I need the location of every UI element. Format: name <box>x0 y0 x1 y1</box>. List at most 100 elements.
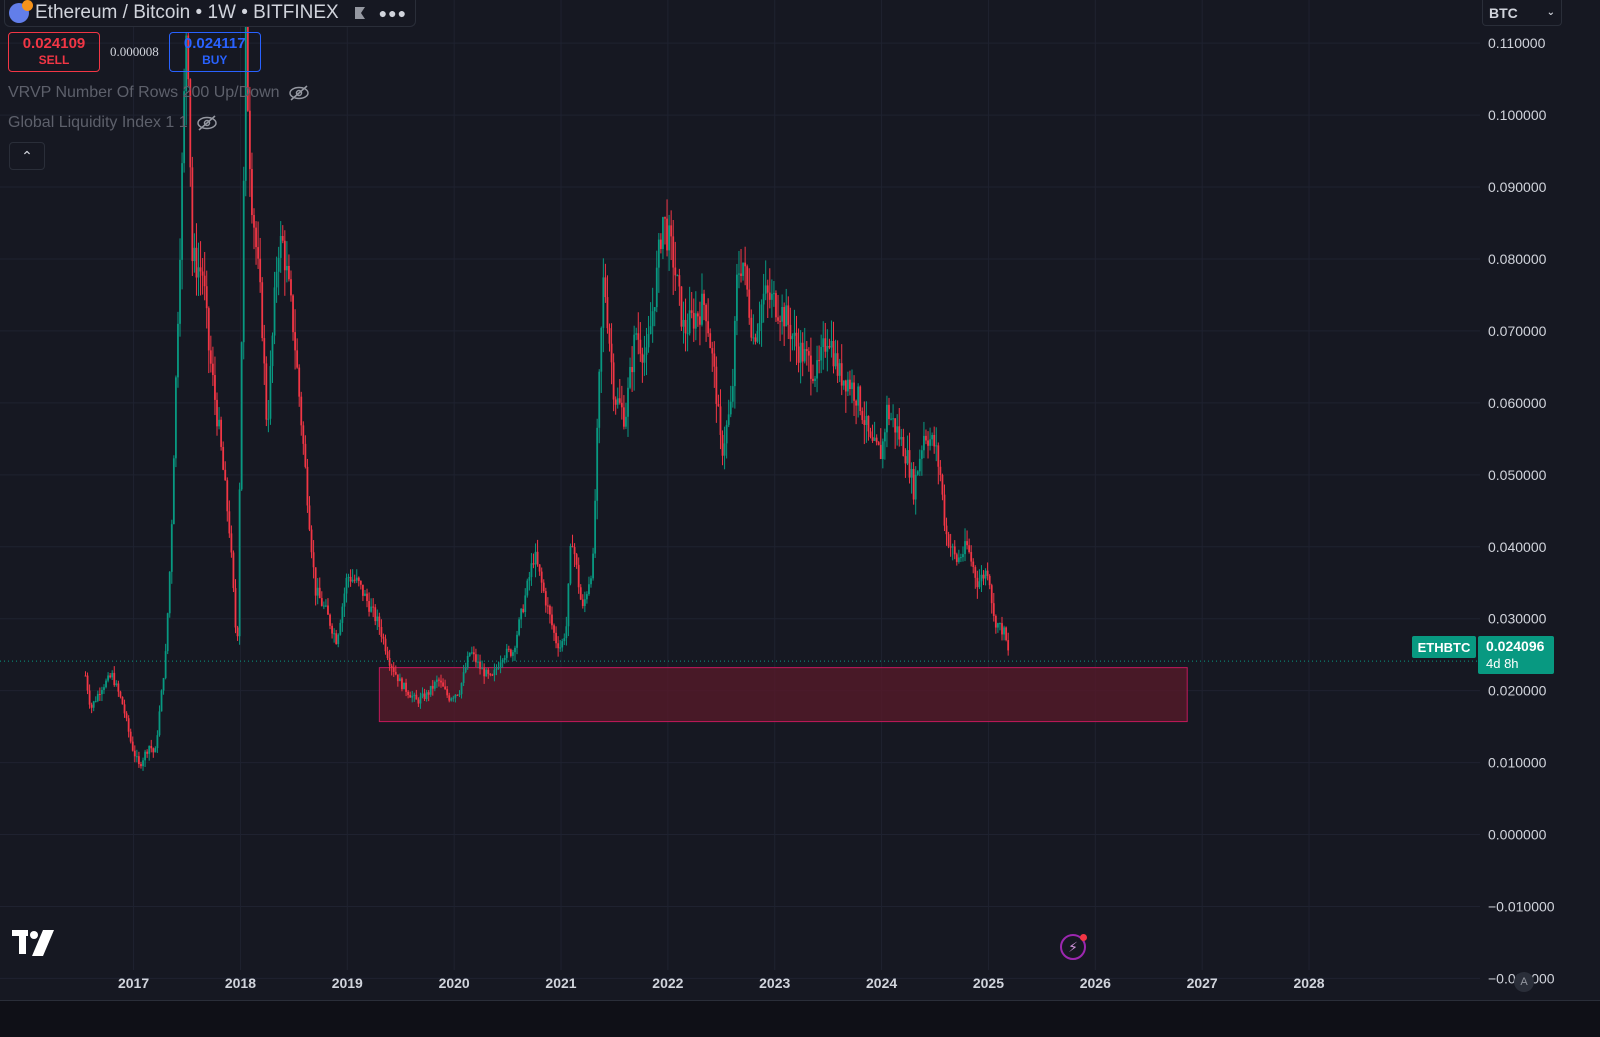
candle-body <box>972 561 975 568</box>
candle-body <box>452 697 455 699</box>
candle-body <box>232 552 235 589</box>
candle-body <box>234 588 237 628</box>
support-zone-rectangle[interactable] <box>378 667 1188 723</box>
candle-body <box>785 305 788 327</box>
candle-body <box>779 320 781 322</box>
indicator-vrvp[interactable]: VRVP Number Of Rows 200 Up/Down <box>8 84 310 102</box>
candle-body <box>273 287 276 336</box>
candle-body <box>614 399 617 405</box>
price-tick-label: 0.110000 <box>1488 35 1546 51</box>
candle-body <box>935 445 938 447</box>
candle-body <box>359 580 362 585</box>
candle-body <box>536 551 539 565</box>
symbol-title[interactable]: Ethereum / Bitcoin • 1W • BITFINEX <box>35 2 339 23</box>
candle-body <box>460 682 463 695</box>
candle-body <box>707 321 710 334</box>
candle-body <box>236 627 239 637</box>
candle-body <box>175 377 177 459</box>
tradingview-logo-icon[interactable] <box>10 926 58 964</box>
candle-body <box>668 225 671 251</box>
candle-body <box>485 669 488 677</box>
candle-body <box>888 404 890 420</box>
symbol-price-tag: ETHBTC <box>1412 636 1476 658</box>
candle-body <box>341 606 344 623</box>
auto-scale-button[interactable]: A <box>1514 972 1534 992</box>
candle-body <box>314 567 317 596</box>
candle-body <box>561 641 564 648</box>
candle-body <box>923 435 925 451</box>
candle-body <box>682 319 685 327</box>
candle-body <box>479 661 481 669</box>
indicator-global-liquidity[interactable]: Global Liquidity Index 1 1 <box>8 114 218 132</box>
candle-body <box>748 289 751 318</box>
candle-body <box>327 605 329 615</box>
candle-body <box>218 419 220 427</box>
candle-body <box>316 587 319 596</box>
flag-icon[interactable] <box>353 6 367 20</box>
buy-button[interactable]: 0.024117 BUY <box>168 32 261 72</box>
candle-body <box>123 704 126 714</box>
candle-body <box>625 416 627 427</box>
candle-body <box>941 475 944 495</box>
candle-body <box>90 704 93 708</box>
sell-button[interactable]: 0.024109 SELL <box>8 32 100 72</box>
candle-body <box>131 741 134 751</box>
candle-body <box>462 672 465 683</box>
candle-body <box>160 690 163 712</box>
candle-body <box>84 675 87 677</box>
time-axis[interactable]: 2017 2018 2019 2020 2021 2022 2023 2024 2025 2026… <box>118 975 1325 991</box>
candle-body <box>179 259 181 324</box>
candle-body <box>964 541 966 555</box>
candle-body <box>514 647 516 653</box>
candle-body <box>251 169 253 216</box>
sell-label: SELL <box>38 53 70 67</box>
candle-body <box>551 614 553 626</box>
candle-body <box>686 333 689 335</box>
candle-body <box>994 615 997 628</box>
candle-body <box>736 274 738 321</box>
currency-value: BTC <box>1489 4 1518 21</box>
candle-body <box>807 351 810 356</box>
candle-body <box>211 363 214 376</box>
candle-body <box>984 570 987 579</box>
candle-body <box>372 606 375 608</box>
eye-off-icon[interactable] <box>196 114 218 132</box>
more-options-icon[interactable]: ●●● <box>378 5 408 21</box>
price-tick-label: 0.030000 <box>1488 611 1547 627</box>
candle-body <box>495 668 498 670</box>
candle-body <box>592 553 594 579</box>
eye-off-icon[interactable] <box>288 84 310 102</box>
candle-body <box>185 35 188 92</box>
candle-body <box>696 313 699 317</box>
symbol-header[interactable]: Ethereum / Bitcoin • 1W • BITFINEX ●●● <box>4 0 417 27</box>
candle-body <box>507 648 510 650</box>
candle-body <box>927 440 929 446</box>
candle-body <box>690 310 693 313</box>
candle-body <box>943 494 946 526</box>
candle-body <box>329 614 331 626</box>
candle-body <box>925 435 927 441</box>
lightning-icon[interactable]: ⚡ <box>1060 934 1087 960</box>
candle-body <box>635 333 638 335</box>
currency-select[interactable]: BTC ⌄ <box>1482 0 1562 26</box>
price-axis[interactable]: 0.110000 0.100000 0.090000 0.080000 0.070000… <box>1488 35 1555 986</box>
candle-body <box>177 323 179 378</box>
candle-body <box>425 692 428 699</box>
candle-body <box>740 273 742 276</box>
collapse-indicators-button[interactable]: ⌃ <box>9 142 45 170</box>
candle-body <box>394 671 397 675</box>
candle-body <box>388 658 391 666</box>
candle-body <box>298 367 301 397</box>
candle-body <box>240 342 243 490</box>
candle-body <box>263 338 266 364</box>
candle-body <box>982 574 985 579</box>
candle-body <box>193 247 196 262</box>
candle-body <box>639 339 642 354</box>
candle-body <box>384 638 387 652</box>
candle-body <box>662 217 664 249</box>
candle-body <box>781 307 784 322</box>
candle-body <box>594 500 597 554</box>
candle-body <box>844 380 847 392</box>
candle-body <box>647 334 650 348</box>
